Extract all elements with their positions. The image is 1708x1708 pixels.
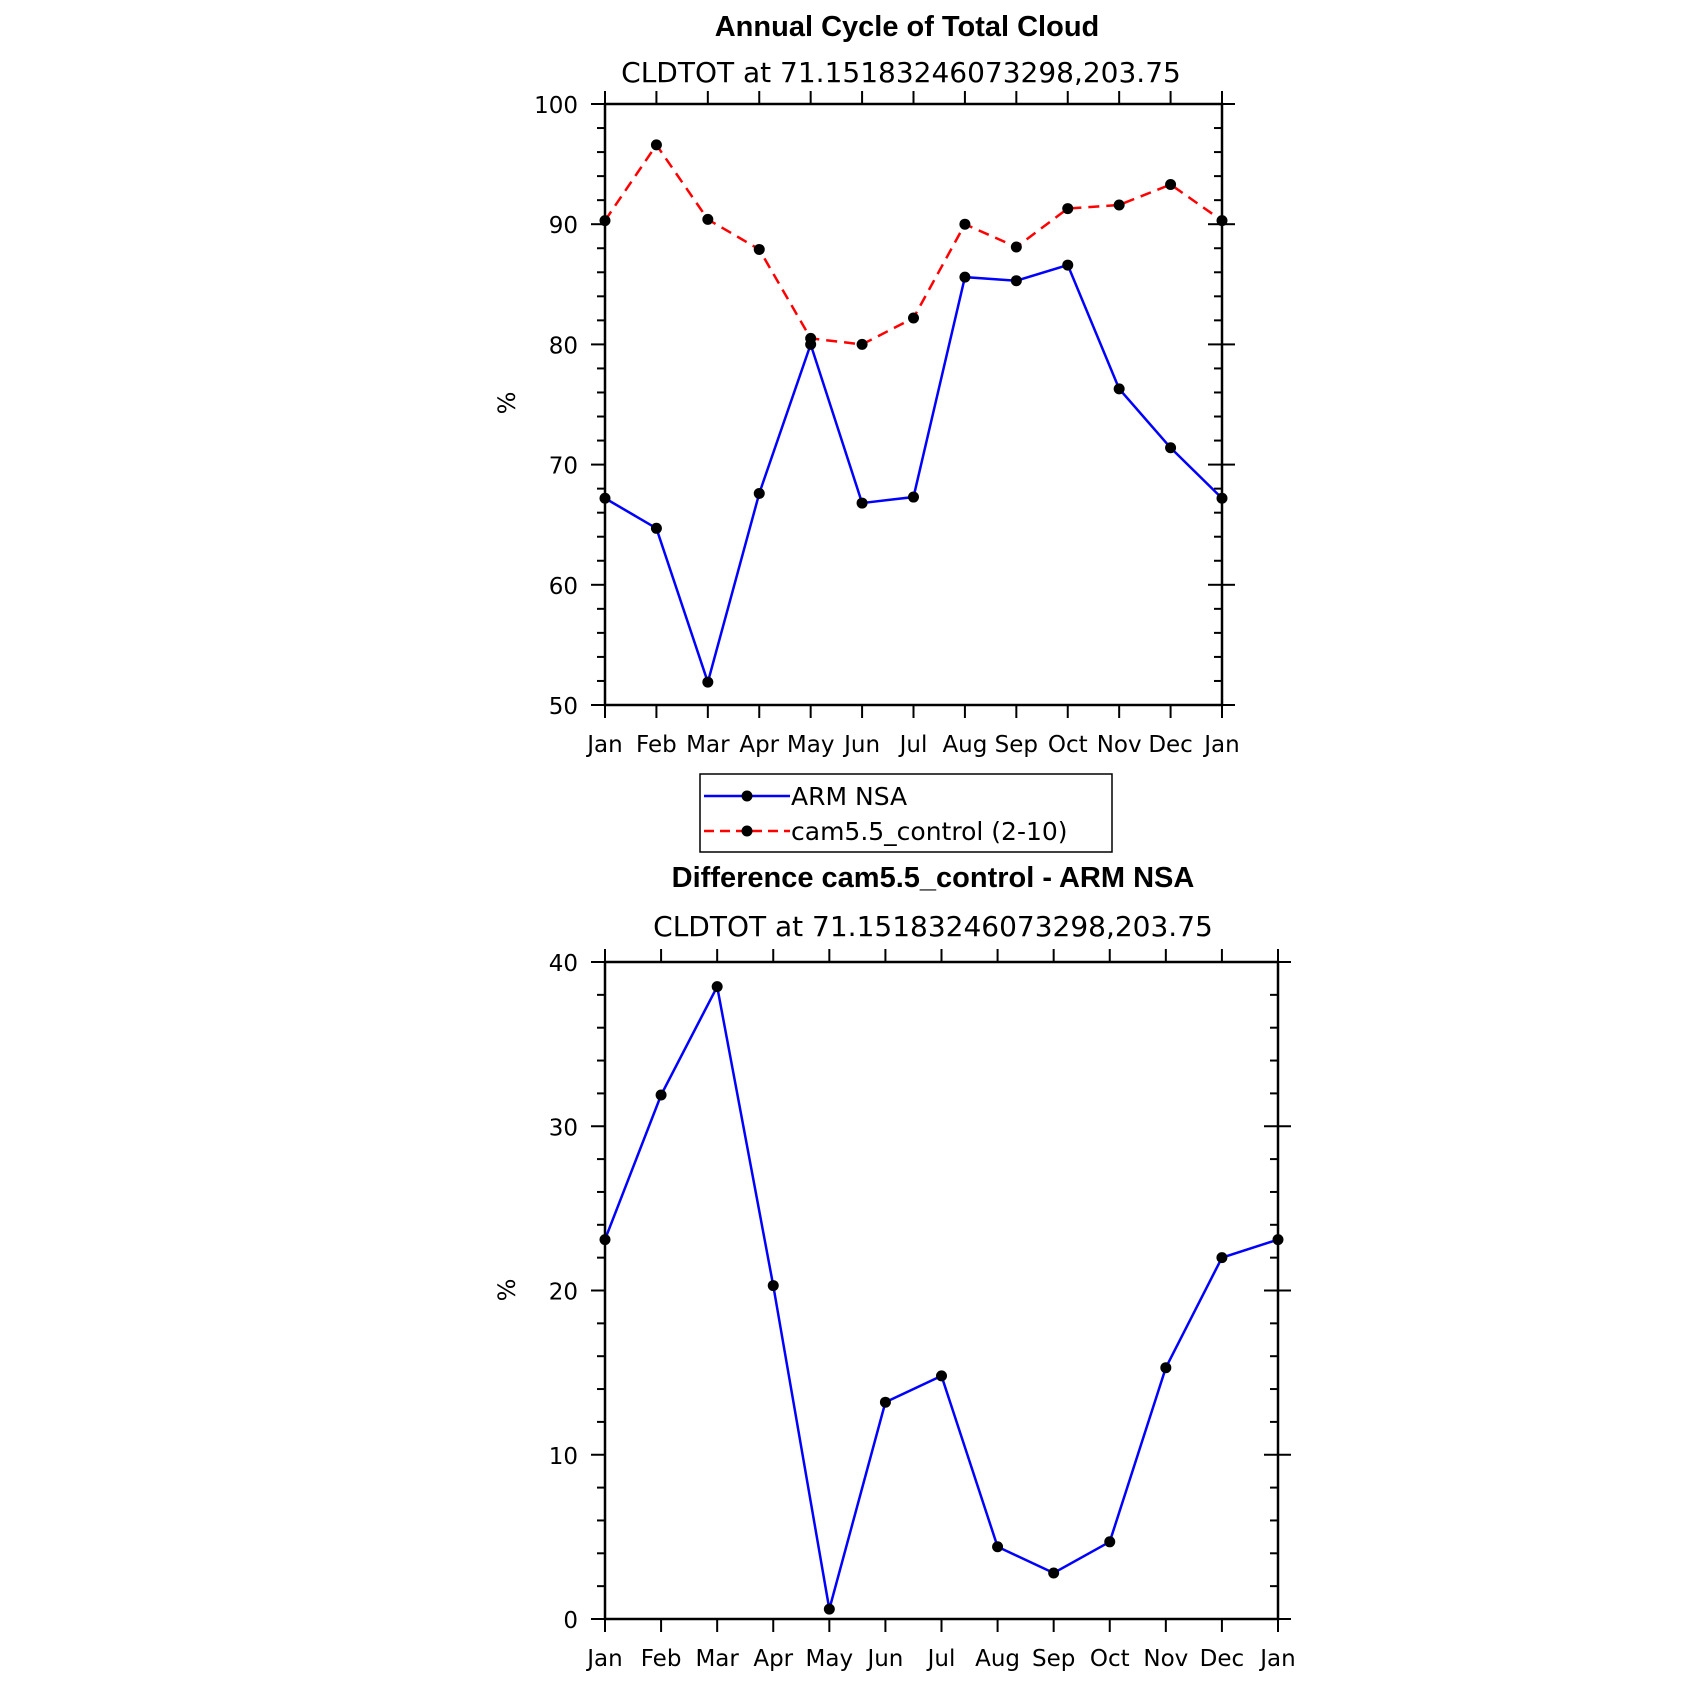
y-tick-label: 20 <box>549 1280 578 1306</box>
x-tick-label: Jan <box>585 732 622 758</box>
legend-marker-arm-nsa <box>741 790 753 802</box>
data-point <box>753 243 765 255</box>
x-tick-label: Sep <box>995 732 1038 758</box>
data-point <box>1216 1252 1228 1264</box>
x-tick-label: Feb <box>641 1646 682 1672</box>
x-tick-label: Mar <box>686 732 730 758</box>
x-tick-label: Nov <box>1143 1646 1188 1672</box>
data-point <box>992 1541 1004 1553</box>
data-point <box>1010 275 1022 287</box>
data-point <box>767 1280 779 1292</box>
data-point <box>1165 442 1177 454</box>
y-tick-label: 10 <box>549 1444 578 1470</box>
y-tick-label: 100 <box>534 93 578 119</box>
y-tick-label: 50 <box>549 694 578 720</box>
data-point <box>650 522 662 534</box>
x-tick-label: Jun <box>865 1646 903 1672</box>
x-tick-label: Oct <box>1048 732 1088 758</box>
legend: ARM NSA cam5.5_control (2-10) <box>699 773 1113 853</box>
x-tick-label: Aug <box>942 732 987 758</box>
x-tick-label: Dec <box>1148 732 1193 758</box>
data-point <box>753 487 765 499</box>
data-point <box>879 1396 891 1408</box>
data-point <box>702 676 714 688</box>
data-point <box>805 332 817 344</box>
chart-title: Annual Cycle of Total Cloud <box>715 11 1100 43</box>
legend-label-cam55-control: cam5.5_control (2-10) <box>791 817 1068 846</box>
data-point <box>856 338 868 350</box>
x-tick-label: Oct <box>1090 1646 1130 1672</box>
data-point <box>711 981 723 993</box>
data-point <box>1160 1362 1172 1374</box>
difference-chart: Difference cam5.5_control - ARM NSA CLDT… <box>493 862 1296 1672</box>
data-point <box>702 213 714 225</box>
data-point <box>1165 179 1177 191</box>
y-tick-label: 40 <box>549 951 578 977</box>
y-tick-label: 80 <box>549 333 578 359</box>
data-point <box>1113 199 1125 211</box>
y-tick-label: 0 <box>563 1608 578 1634</box>
data-point <box>908 312 919 324</box>
chart-title: Difference cam5.5_control - ARM NSA <box>672 862 1195 894</box>
data-point <box>1062 203 1074 215</box>
y-tick-label: 30 <box>549 1115 578 1141</box>
data-point <box>1104 1536 1116 1548</box>
y-axis-label: % <box>493 1279 521 1302</box>
x-tick-label: Jul <box>898 732 928 758</box>
chart-subtitle: CLDTOT at 71.15183246073298,203.75 <box>653 910 1213 943</box>
x-tick-label: Jan <box>585 1646 622 1672</box>
x-tick-label: Jan <box>1202 732 1239 758</box>
x-tick-label: Apr <box>739 732 779 758</box>
x-tick-label: May <box>806 1646 854 1672</box>
x-tick-label: Mar <box>695 1646 739 1672</box>
annual-cycle-chart: Annual Cycle of Total Cloud CLDTOT at 71… <box>493 11 1240 758</box>
data-point <box>908 491 919 503</box>
y-tick-label: 70 <box>549 454 578 480</box>
y-tick-label: 90 <box>549 213 578 239</box>
x-tick-label: Jan <box>1258 1646 1295 1672</box>
y-tick-label: 60 <box>549 574 578 600</box>
x-tick-label: May <box>787 732 835 758</box>
x-tick-label: Aug <box>975 1646 1020 1672</box>
legend-box <box>699 773 1113 853</box>
axis-ticks: Jan Feb Mar Apr May Jun Jul Aug Sep Oct Nov Dec Jan 0… <box>549 949 1296 1672</box>
x-tick-label: Jun <box>842 732 880 758</box>
legend-marker-cam55-control <box>741 825 753 837</box>
series-layer <box>599 139 1228 688</box>
axis-ticks: Jan Feb Mar Apr May Jun Jul Aug Sep Oct Nov Dec Jan 5… <box>534 91 1240 758</box>
series-line-0 <box>604 263 1223 687</box>
x-tick-label: Jul <box>926 1646 956 1672</box>
data-point <box>856 497 868 509</box>
y-axis-label: % <box>493 392 521 415</box>
data-point <box>655 1089 667 1101</box>
data-point <box>650 139 662 151</box>
data-point <box>823 1603 835 1615</box>
data-point <box>936 1370 947 1382</box>
data-point <box>1048 1567 1060 1579</box>
legend-label-arm-nsa: ARM NSA <box>791 782 907 811</box>
x-tick-label: Feb <box>636 732 677 758</box>
data-point <box>1010 241 1022 253</box>
data-point <box>1113 383 1125 395</box>
plot-frame <box>603 960 1280 1621</box>
x-tick-label: Dec <box>1200 1646 1245 1672</box>
series-layer <box>599 981 1284 1615</box>
data-point <box>1062 259 1074 271</box>
series-line-0 <box>603 982 1279 1610</box>
data-point <box>959 218 971 230</box>
chart-subtitle: CLDTOT at 71.15183246073298,203.75 <box>621 56 1181 89</box>
x-tick-label: Nov <box>1097 732 1142 758</box>
x-tick-label: Apr <box>753 1646 793 1672</box>
data-point <box>959 271 971 283</box>
x-tick-label: Sep <box>1032 1646 1075 1672</box>
plot-frame <box>603 102 1224 707</box>
